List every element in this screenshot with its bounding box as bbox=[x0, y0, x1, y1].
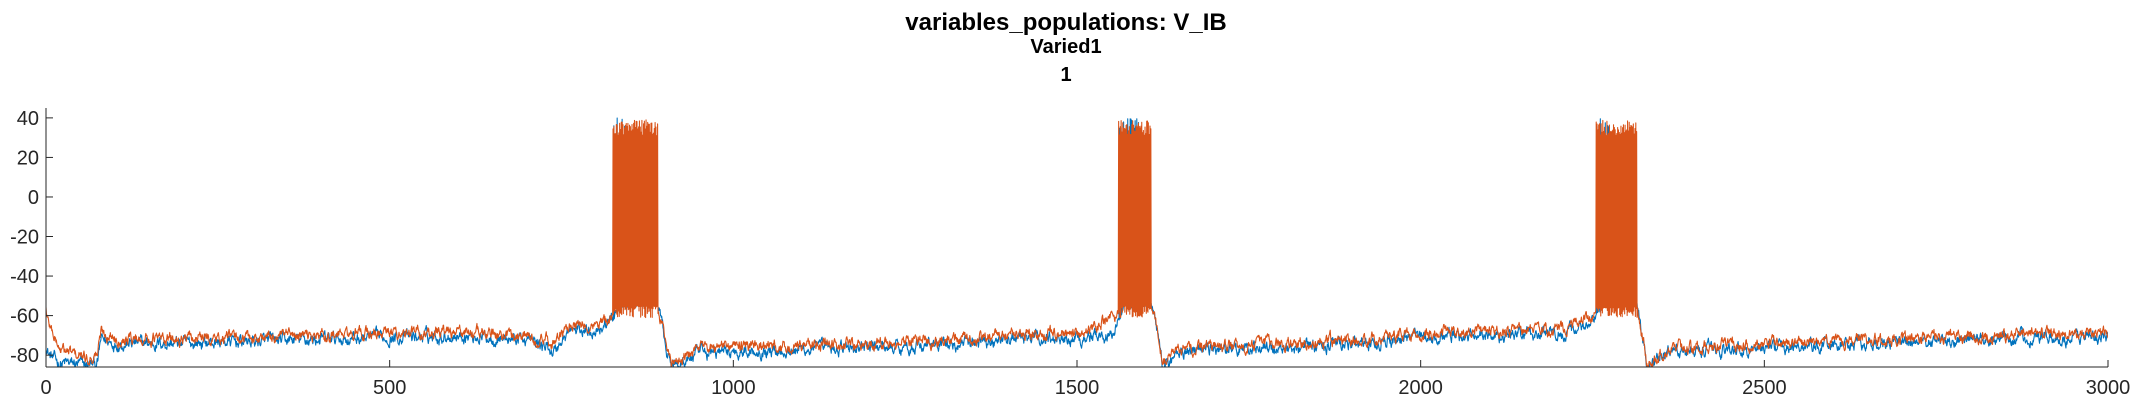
x-axis-ticks: 0 500 1000 1500 2000 2500 3000 bbox=[40, 360, 2130, 399]
x-tick-label: 3000 bbox=[2086, 377, 2131, 399]
x-tick-label: 0 bbox=[40, 377, 51, 399]
y-tick-label: 20 bbox=[17, 147, 39, 169]
x-tick-label: 500 bbox=[373, 377, 406, 399]
series-line-2 bbox=[46, 119, 2108, 367]
y-tick-label: 40 bbox=[17, 108, 39, 130]
chart-title: variables_populations: V_IB bbox=[905, 9, 1226, 36]
y-axis-ticks: -80 -60 -40 -20 0 20 40 bbox=[10, 108, 53, 367]
y-tick-label: -20 bbox=[10, 227, 39, 249]
series-layer bbox=[46, 117, 2108, 367]
chart-subtitle-2: 1 bbox=[1060, 64, 1071, 86]
y-tick-label: -40 bbox=[10, 266, 39, 288]
x-tick-label: 1500 bbox=[1055, 377, 1100, 399]
x-tick-label: 2500 bbox=[1742, 377, 1787, 399]
y-tick-label: -80 bbox=[10, 345, 39, 367]
x-tick-label: 2000 bbox=[1398, 377, 1443, 399]
y-tick-label: 0 bbox=[28, 187, 39, 209]
chart-subtitle: Varied1 bbox=[1030, 36, 1101, 58]
x-tick-label: 1000 bbox=[711, 377, 756, 399]
y-tick-label: -60 bbox=[10, 306, 39, 328]
